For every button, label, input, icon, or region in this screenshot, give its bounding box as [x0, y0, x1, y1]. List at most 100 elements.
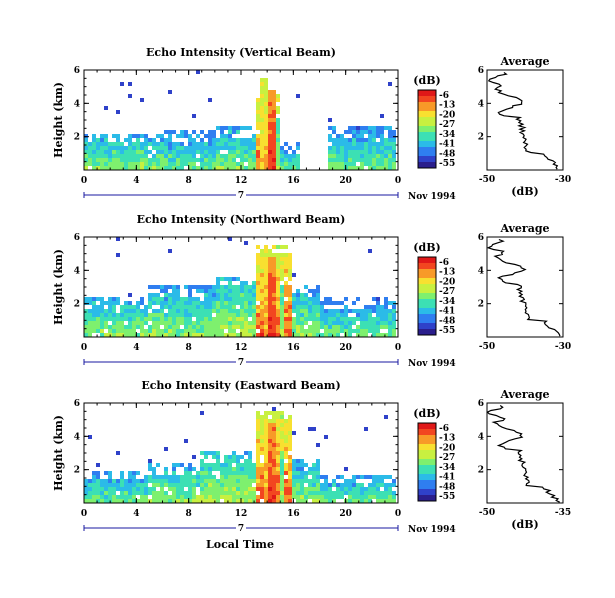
- heatmap-cell: [272, 475, 276, 479]
- heatmap-cell: [248, 138, 252, 142]
- heatmap-cell: [84, 313, 88, 317]
- heatmap-cell: [272, 277, 276, 281]
- heatmap-cell: [260, 479, 264, 483]
- heatmap-cell: [324, 479, 328, 483]
- heatmap-cell: [196, 321, 200, 325]
- heatmap-cell: [392, 162, 396, 166]
- heatmap-cell: [272, 94, 276, 98]
- heatmap-cell: [276, 146, 280, 150]
- heatmap-cell: [180, 150, 184, 154]
- heatmap-cell: [276, 415, 280, 419]
- heatmap-cell: [156, 333, 160, 337]
- heatmap-cell: [360, 487, 364, 491]
- heatmap-cell: [224, 138, 228, 142]
- heatmap-cell: [152, 285, 156, 289]
- day-label-bg: [236, 189, 246, 199]
- colorbar-swatch: [418, 453, 436, 457]
- heatmap-cell: [276, 459, 280, 463]
- heatmap-cell: [340, 154, 344, 158]
- heatmap-cell: [328, 297, 332, 301]
- heatmap-cell: [156, 166, 160, 170]
- heatmap-cell: [284, 427, 288, 431]
- colorbar-swatch: [418, 165, 436, 169]
- heatmap-cell: [88, 313, 92, 317]
- heatmap-cell: [96, 305, 100, 309]
- heatmap-cell: [328, 154, 332, 158]
- heatmap-cell: [180, 487, 184, 491]
- heatmap-cell: [240, 463, 244, 467]
- heatmap-cell: [216, 483, 220, 487]
- heatmap-cell: [376, 305, 380, 309]
- heatmap-cell: [176, 309, 180, 313]
- heatmap-cell: [356, 130, 360, 134]
- heatmap-cell: [248, 146, 252, 150]
- heatmap-cell: [264, 471, 268, 475]
- heatmap-cell: [308, 297, 312, 301]
- heatmap-cell: [292, 329, 296, 333]
- y-axis-label: Height (km): [52, 249, 65, 325]
- heatmap-cell: [240, 491, 244, 495]
- heatmap-cell: [288, 475, 292, 479]
- heatmap-cell: [320, 321, 324, 325]
- heatmap-cell: [368, 475, 372, 479]
- heatmap-cell: [276, 273, 280, 277]
- heatmap-cell: [128, 305, 132, 309]
- heatmap-cell: [280, 289, 284, 293]
- heatmap-cell: [300, 313, 304, 317]
- heatmap-cell: [220, 317, 224, 321]
- heatmap-cell: [244, 285, 248, 289]
- heatmap-cell: [140, 321, 144, 325]
- panel-1: Echo Intensity (Vertical Beam)0 4 8 12 16 20 0…: [52, 46, 571, 202]
- heatmap-cell: [280, 162, 284, 166]
- heatmap-cell: [144, 487, 148, 491]
- colorbar-swatch: [418, 263, 436, 267]
- heatmap-cell: [292, 483, 296, 487]
- heatmap-cell: [140, 154, 144, 158]
- heatmap-cell: [364, 142, 368, 146]
- heatmap-cell: [332, 321, 336, 325]
- heatmap-cell: [128, 499, 132, 503]
- heatmap-cell: [176, 154, 180, 158]
- heatmap-cell: [220, 154, 224, 158]
- heatmap-cell: [172, 142, 176, 146]
- heatmap-cell: [188, 146, 192, 150]
- heatmap-cell: [224, 305, 228, 309]
- colorbar-label: (dB): [413, 407, 440, 420]
- heatmap-cell: [260, 443, 264, 447]
- heatmap-cell: [216, 281, 220, 285]
- heatmap-cell: [392, 158, 396, 162]
- heatmap-cell: [260, 281, 264, 285]
- heatmap-cell: [108, 487, 112, 491]
- heatmap-cell: [104, 146, 108, 150]
- heatmap-cell: [252, 142, 256, 146]
- heatmap-cell: [208, 138, 212, 142]
- heatmap-cell: [312, 301, 316, 305]
- heatmap-cell: [388, 301, 392, 305]
- heatmap-cell: [368, 158, 372, 162]
- colorbar-swatch: [418, 156, 436, 160]
- heatmap-cell: [264, 257, 268, 261]
- heatmap-cell: [152, 154, 156, 158]
- heatmap-cell: [136, 317, 140, 321]
- heatmap-cell: [204, 451, 208, 455]
- colorbar-swatch: [418, 123, 436, 127]
- heatmap-cell: [132, 491, 136, 495]
- heatmap-cell: [292, 459, 296, 463]
- heatmap-cell: [140, 491, 144, 495]
- heatmap-cell: [348, 126, 352, 130]
- heatmap-cell: [268, 142, 272, 146]
- heatmap-cell: [208, 150, 212, 154]
- heatmap-cell: [104, 301, 108, 305]
- colorbar-tick-label: -48: [439, 482, 455, 492]
- heatmap-cell: [268, 483, 272, 487]
- heatmap-cell: [284, 265, 288, 269]
- heatmap-cell: [268, 134, 272, 138]
- heatmap-cell: [296, 158, 300, 162]
- heatmap-cell: [356, 475, 360, 479]
- heatmap-cell: [304, 491, 308, 495]
- heatmap-cell: [388, 495, 392, 499]
- heatmap-cell: [84, 166, 88, 170]
- heatmap-cell: [236, 471, 240, 475]
- heatmap-cell: [288, 261, 292, 265]
- heatmap-cell: [172, 158, 176, 162]
